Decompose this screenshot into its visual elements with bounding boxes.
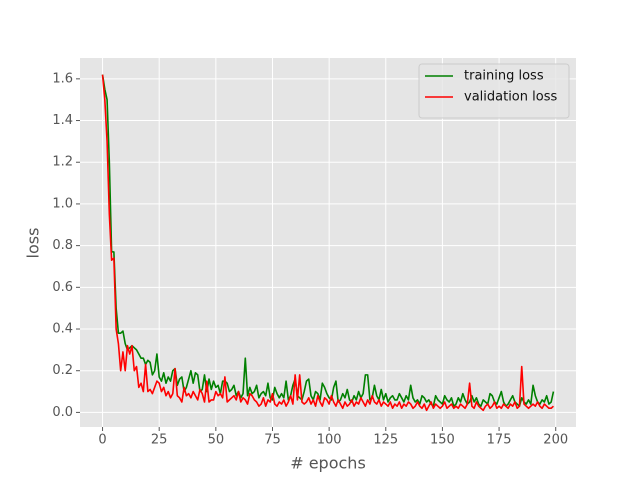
- x-tick-label: 75: [264, 433, 281, 448]
- y-tick-label: 1.6: [52, 71, 73, 86]
- legend-box: [418, 63, 570, 119]
- y-tick-label: 0.4: [52, 322, 73, 337]
- line-series: [101, 74, 554, 412]
- line-series: [101, 74, 555, 407]
- x-tick-label: 150: [430, 433, 455, 448]
- x-tick-label: 50: [208, 433, 225, 448]
- x-axis-label: # epochs: [290, 454, 366, 473]
- y-tick-label: 1.2: [52, 155, 73, 170]
- y-tick-label: 0.6: [52, 280, 73, 295]
- x-tick-label: 25: [151, 433, 168, 448]
- y-tick-label: 0.2: [52, 363, 73, 378]
- x-tick-label: 175: [487, 433, 512, 448]
- y-tick-label: 0.8: [52, 238, 73, 253]
- x-tick-label: 100: [317, 433, 342, 448]
- y-tick-label: 1.0: [52, 196, 73, 211]
- y-tick-label: 1.4: [52, 113, 73, 128]
- legend-label: validation loss: [464, 90, 557, 105]
- legend-label: training loss: [464, 69, 544, 84]
- x-tick-label: 200: [543, 433, 568, 448]
- y-tick-label: 0.0: [52, 405, 73, 420]
- plot-area: [80, 58, 576, 427]
- x-tick-label: 125: [373, 433, 398, 448]
- y-axis-label: loss: [24, 228, 43, 259]
- x-tick-label: 0: [98, 433, 106, 448]
